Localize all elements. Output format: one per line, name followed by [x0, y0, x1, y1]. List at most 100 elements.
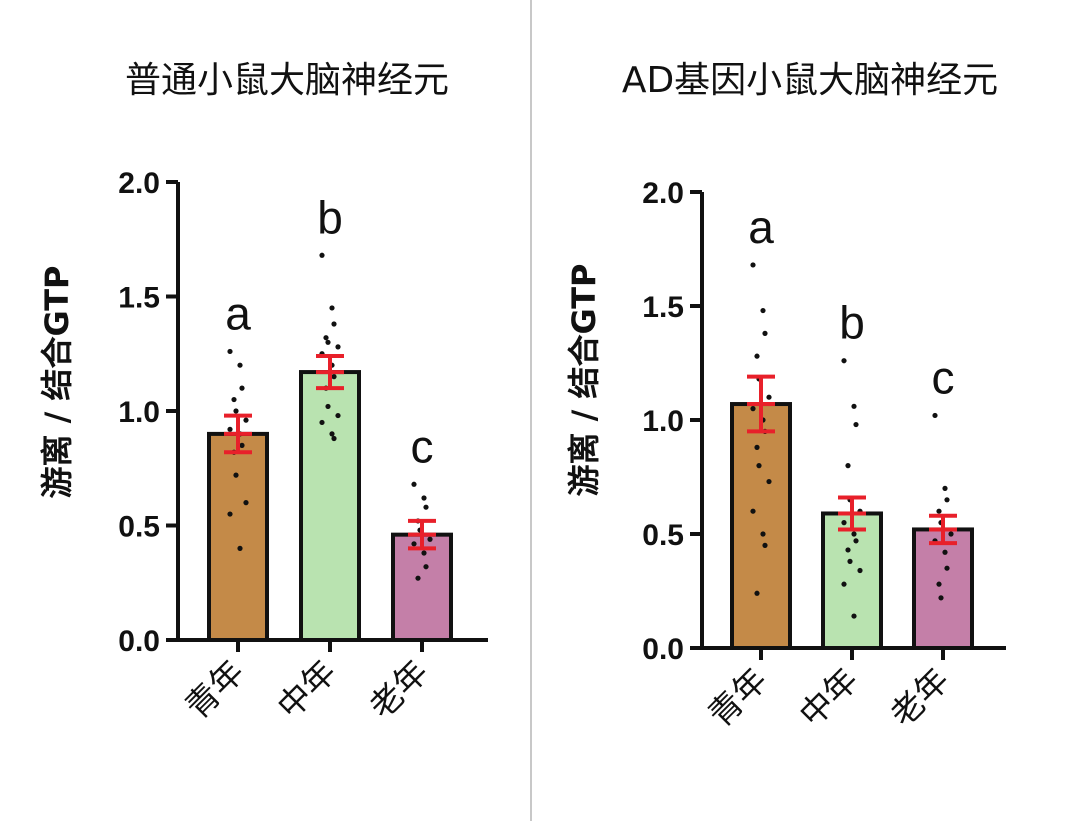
data-point	[329, 305, 335, 311]
data-point	[227, 511, 233, 517]
data-point	[237, 362, 243, 368]
significance-letter: c	[411, 420, 434, 472]
y-tick-label: 2.0	[118, 167, 160, 200]
data-point	[239, 442, 245, 448]
data-point	[243, 417, 249, 423]
data-point	[936, 508, 942, 514]
category-label: 青年	[700, 660, 774, 734]
data-point	[231, 396, 237, 403]
data-point	[845, 547, 851, 553]
chart-panel-ad: AD基因小鼠大脑神经元 游离 / 结合GTP 0.0 0.5 1.0 1.5 2.0 a 青…	[565, 60, 1006, 734]
data-point	[323, 335, 329, 341]
data-point	[853, 538, 859, 544]
category-label: 老年	[361, 652, 435, 726]
data-point	[331, 321, 337, 327]
data-point	[944, 497, 950, 503]
data-point	[325, 403, 331, 410]
data-point	[233, 408, 239, 414]
data-point	[319, 419, 325, 426]
data-point	[411, 541, 417, 547]
significance-letter: c	[932, 351, 955, 403]
data-point	[335, 344, 341, 350]
data-point	[233, 472, 239, 478]
data-point	[938, 595, 944, 601]
significance-letter: a	[748, 201, 774, 253]
y-tick-label: 0.5	[642, 519, 684, 552]
category-label: 青年	[177, 652, 251, 726]
data-point	[754, 444, 760, 450]
data-point	[851, 613, 857, 619]
data-point	[331, 435, 337, 442]
data-point	[841, 358, 847, 364]
data-point	[319, 252, 325, 258]
bar-2	[299, 370, 361, 642]
chart-marks: 0.0 0.5 1.0 1.5 2.0 a 青年 b 中年 c 老年	[642, 177, 1006, 734]
chart-title: AD基因小鼠大脑神经元	[622, 60, 998, 101]
data-point	[936, 581, 942, 587]
data-point	[411, 481, 417, 487]
significance-letter: b	[839, 297, 865, 349]
data-point	[421, 495, 427, 501]
y-tick-label: 1.0	[642, 405, 684, 438]
data-point	[841, 520, 847, 526]
data-point	[760, 307, 766, 314]
category-label: 中年	[269, 652, 343, 726]
data-point	[243, 500, 249, 506]
y-axis-label: 游离 / 结合GTP	[565, 264, 603, 497]
y-tick-label: 0.0	[118, 625, 160, 658]
y-tick-label: 0.5	[118, 511, 160, 544]
chart-panel-normal: 普通小鼠大脑神经元 游离 / 结合GTP 0.0 0.5 1.0 1.5 2.0 a 青年 b…	[38, 60, 488, 726]
significance-letter: b	[317, 191, 343, 243]
data-point	[331, 374, 337, 380]
data-point	[227, 348, 233, 355]
y-tick-label: 1.0	[118, 396, 160, 429]
y-tick-label: 1.5	[118, 282, 160, 315]
bar-3	[912, 527, 974, 650]
data-point	[421, 550, 427, 556]
data-point	[762, 330, 768, 336]
data-point	[423, 504, 429, 510]
data-point	[942, 549, 948, 555]
data-point	[851, 403, 857, 409]
data-point	[948, 531, 954, 537]
data-point	[750, 262, 756, 268]
data-point	[932, 412, 938, 419]
data-point	[750, 406, 756, 412]
y-axis-label: 游离 / 结合GTP	[38, 266, 76, 499]
data-point	[766, 478, 772, 485]
chart-title: 普通小鼠大脑神经元	[125, 60, 449, 101]
bar-3	[391, 532, 453, 642]
data-point	[750, 508, 756, 514]
data-point	[335, 412, 341, 419]
data-point	[853, 421, 859, 428]
category-label: 中年	[791, 660, 865, 734]
data-point	[415, 575, 421, 581]
data-point	[942, 485, 948, 491]
y-tick-label: 1.5	[642, 291, 684, 324]
data-point	[944, 565, 950, 571]
data-point	[227, 426, 233, 432]
data-point	[423, 564, 429, 570]
chart-marks: 0.0 0.5 1.0 1.5 2.0 a 青年 b 中年 c 老年	[118, 167, 488, 726]
data-point	[857, 567, 863, 574]
data-point	[325, 339, 331, 345]
data-point	[239, 385, 245, 391]
data-point	[754, 590, 760, 596]
y-tick-label: 2.0	[642, 177, 684, 210]
bar-1	[730, 402, 792, 651]
category-label: 老年	[882, 660, 956, 734]
data-point	[329, 431, 335, 437]
data-point	[847, 558, 853, 564]
data-point	[760, 531, 766, 537]
data-point	[851, 531, 857, 537]
data-point	[766, 394, 772, 400]
bar-1	[207, 431, 269, 642]
data-point	[754, 353, 760, 359]
data-point	[427, 536, 433, 542]
data-point	[756, 463, 762, 469]
y-tick-label: 0.0	[642, 633, 684, 666]
data-point	[845, 463, 851, 469]
data-point	[237, 545, 243, 552]
